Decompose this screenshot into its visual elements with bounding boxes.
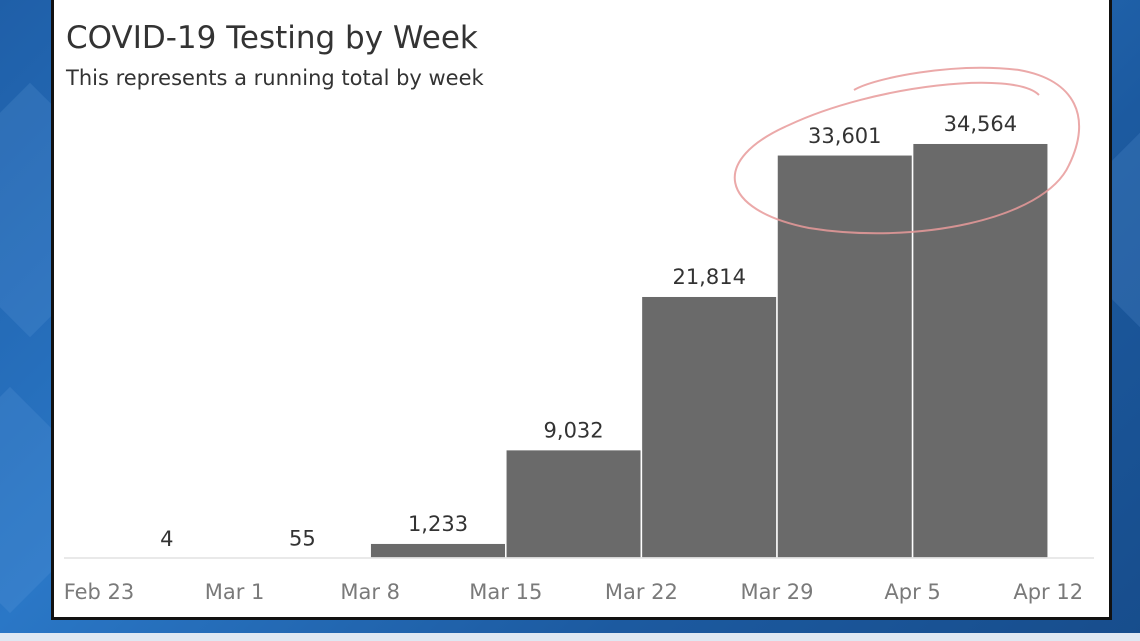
data-labels-group: 4 55 1,233 9,032 21,814 33,601 34,564 — [160, 112, 1017, 551]
bar-mar-8 — [369, 542, 507, 559]
chart-title: COVID-19 Testing by Week — [66, 20, 478, 56]
bar-mar-22 — [640, 295, 778, 559]
bar-chart: COVID-19 Testing by Week This represents… — [64, 20, 1094, 604]
bars-group — [98, 142, 1049, 559]
bar-mar-15 — [505, 448, 643, 559]
x-tick-mar-8: Mar 8 — [340, 580, 400, 604]
x-tick-mar-29: Mar 29 — [740, 580, 813, 604]
data-label-mar-29: 33,601 — [808, 124, 881, 148]
data-label-mar-22: 21,814 — [672, 265, 745, 289]
data-label-mar-1: 55 — [289, 526, 316, 550]
bottom-strip — [0, 633, 1140, 641]
x-tick-mar-22: Mar 22 — [605, 580, 678, 604]
x-tick-apr-12: Apr 12 — [1013, 580, 1083, 604]
data-label-mar-15: 9,032 — [544, 419, 604, 443]
hand-drawn-circle-annotation — [733, 66, 1081, 235]
data-label-feb-23: 4 — [160, 527, 173, 551]
data-label-apr-5: 34,564 — [944, 112, 1017, 136]
data-label-mar-8: 1,233 — [408, 512, 468, 536]
x-tick-mar-15: Mar 15 — [469, 580, 542, 604]
bar-apr-5 — [911, 142, 1049, 559]
bar-mar-29 — [776, 154, 914, 559]
x-tick-feb-23: Feb 23 — [64, 580, 135, 604]
x-tick-mar-1: Mar 1 — [205, 580, 265, 604]
chart-subtitle: This represents a running total by week — [65, 66, 485, 90]
x-tick-labels-group: Feb 23 Mar 1 Mar 8 Mar 15 Mar 22 Mar 29 Apr 5 A… — [64, 580, 1083, 604]
x-tick-apr-5: Apr 5 — [884, 580, 940, 604]
chart-frame: COVID-19 Testing by Week This represents… — [51, 0, 1112, 620]
